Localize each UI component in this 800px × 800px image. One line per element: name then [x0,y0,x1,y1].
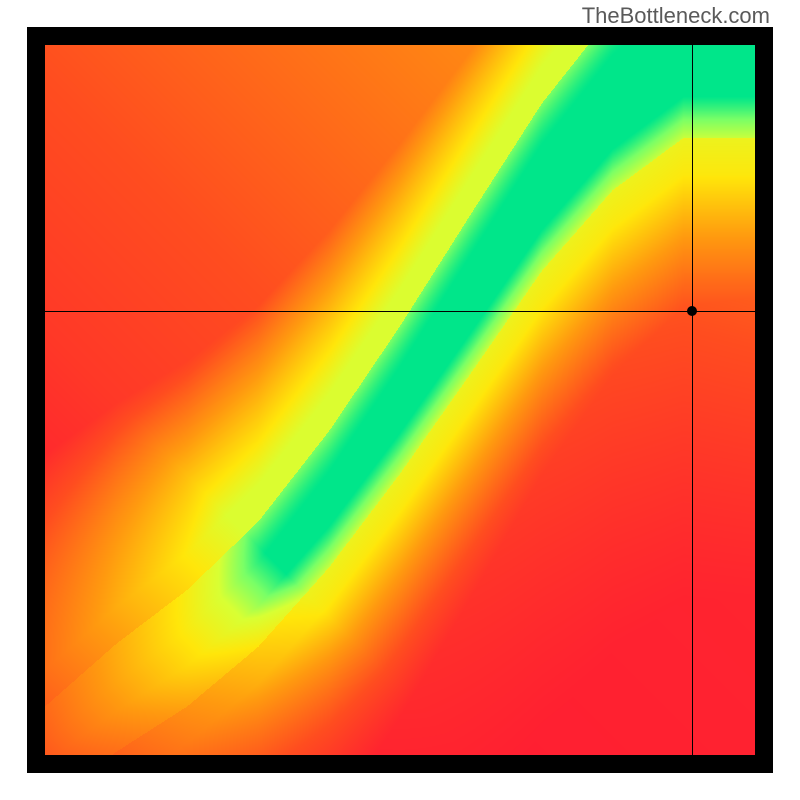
chart-outer-frame [27,27,773,773]
marker-crosshair-vertical [692,45,693,755]
attribution-text: TheBottleneck.com [582,3,770,29]
marker-crosshair-horizontal [45,311,755,312]
chart-plot-area [45,45,755,755]
marker-dot [687,306,697,316]
heatmap-canvas [45,45,755,755]
